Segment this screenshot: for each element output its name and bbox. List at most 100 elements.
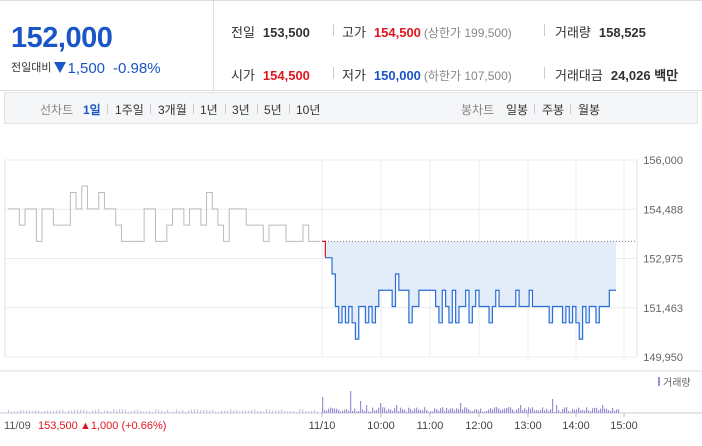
volume-bar	[536, 410, 538, 413]
volume-bar	[406, 411, 408, 413]
current-price: 152,000	[11, 22, 113, 54]
volume-bar	[426, 410, 428, 413]
volume-bar	[454, 410, 456, 413]
volume-bar	[534, 410, 536, 413]
volume-bar	[440, 408, 442, 413]
change-label: 전일대비	[11, 62, 52, 74]
tab-weekly-candle[interactable]: 주봉	[542, 103, 565, 117]
volume-bar	[616, 409, 618, 413]
tab-divider	[225, 104, 226, 114]
volume-bar	[239, 410, 241, 413]
volume-bar	[47, 410, 49, 413]
volume-bar	[188, 410, 190, 413]
tab-monthly-candle[interactable]: 월봉	[578, 103, 601, 117]
amount-label: 거래대금	[555, 68, 603, 83]
volume-bar	[53, 410, 55, 413]
tab-1y[interactable]: 1년	[200, 103, 218, 117]
volume-bar	[520, 405, 522, 413]
volume-bar	[384, 407, 386, 413]
volume-bar	[588, 410, 590, 413]
open-stat: 시가 154,500	[231, 65, 310, 84]
volume-bar	[299, 409, 301, 413]
volume-bar	[209, 410, 211, 413]
volume-bar	[330, 407, 332, 413]
volume-bar	[8, 409, 10, 413]
volume-bar	[540, 410, 542, 413]
prev-day-change: ▲1,000 (+0.66%)	[80, 420, 166, 432]
volume-bar	[400, 407, 402, 413]
volume-bar	[197, 409, 199, 413]
volume-bar	[29, 410, 31, 413]
volume-bar	[272, 410, 274, 413]
volume-bar	[502, 409, 504, 413]
tab-daily-candle[interactable]: 일봉	[506, 103, 529, 117]
tab-divider	[570, 104, 571, 114]
volume-bar	[442, 407, 444, 413]
open-label: 시가	[231, 68, 255, 83]
prev-day-close: 153,500	[38, 420, 78, 432]
volume-bar	[350, 391, 352, 413]
volume-bar	[251, 409, 253, 413]
high-value: 154,500	[373, 25, 421, 40]
volume-bar	[338, 409, 340, 413]
volume-bar	[604, 408, 606, 413]
volume-bar	[446, 407, 448, 413]
volume-bar	[382, 407, 384, 413]
tab-3y[interactable]: 3년	[232, 103, 250, 117]
volume-bar	[164, 411, 166, 413]
volume-bar	[155, 409, 157, 413]
tab-3m[interactable]: 3개월	[158, 103, 187, 117]
volume-bar	[182, 409, 184, 413]
volume-bar	[340, 411, 342, 413]
chart-lines	[8, 185, 637, 340]
volume-bar	[504, 408, 506, 413]
volume-bar	[474, 409, 476, 413]
y-tick-label: 151,463	[643, 303, 683, 315]
tab-divider	[257, 104, 258, 114]
volume-bar	[257, 410, 259, 413]
volume-bar	[179, 410, 181, 413]
volume-bar	[464, 407, 466, 413]
volume-bar	[137, 409, 139, 413]
volume-bar	[110, 411, 112, 413]
volume-bar	[450, 408, 452, 413]
volume-bar	[203, 410, 205, 413]
volume-bar	[514, 411, 516, 413]
volume-bar	[372, 407, 374, 413]
volume-bar	[516, 409, 518, 413]
volume-bar	[418, 409, 420, 413]
prev-close-value: 153,500	[262, 25, 310, 40]
x-tick-label: 12:00	[465, 420, 493, 432]
x-tick-label: 10:00	[367, 420, 395, 432]
volume-bar	[380, 403, 382, 413]
low-label: 저가	[342, 68, 366, 83]
volume-bar	[293, 411, 295, 413]
volume-bar	[17, 410, 19, 413]
volume-bar	[460, 403, 462, 413]
tab-10y[interactable]: 10년	[296, 103, 321, 117]
volume-bar	[456, 408, 458, 413]
divider	[333, 24, 334, 36]
tab-5y[interactable]: 5년	[264, 103, 282, 117]
tab-1w[interactable]: 1주일	[115, 103, 144, 117]
volume-bar	[498, 408, 500, 413]
tab-1d[interactable]: 1일	[83, 103, 101, 117]
volume-bar	[38, 410, 40, 413]
low-stat: 저가 150,000 (하한가 107,500)	[342, 65, 512, 84]
change-amount: 1,500	[67, 60, 106, 77]
volume-bar	[422, 410, 424, 413]
volume-bar	[134, 410, 136, 413]
volume-bar	[56, 410, 58, 413]
volume-bar	[480, 408, 482, 413]
tab-divider	[193, 104, 194, 114]
volume-bar	[206, 409, 208, 413]
volume-bar	[398, 411, 400, 413]
volume-bar	[35, 410, 37, 413]
volume-bar	[614, 410, 616, 413]
today-series-open	[322, 240, 326, 258]
volume-bar	[610, 410, 612, 413]
volume-bar	[596, 407, 598, 413]
volume-bar	[284, 410, 286, 413]
open-value: 154,500	[262, 68, 310, 83]
volume-bar	[314, 410, 316, 413]
